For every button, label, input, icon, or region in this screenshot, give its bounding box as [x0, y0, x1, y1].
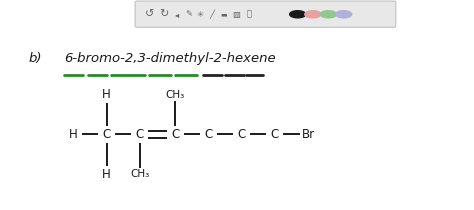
Text: ⬛: ⬛ — [246, 10, 251, 19]
Text: C: C — [136, 128, 144, 141]
Text: ▨: ▨ — [232, 10, 240, 19]
Text: ✎: ✎ — [185, 10, 192, 19]
Text: C: C — [171, 128, 180, 141]
Text: 6-bromo-2,3-dimethyl-2-hexene: 6-bromo-2,3-dimethyl-2-hexene — [64, 52, 275, 65]
Text: CH₃: CH₃ — [130, 169, 149, 179]
Text: ↻: ↻ — [159, 9, 168, 19]
Text: ╱: ╱ — [210, 10, 214, 19]
Text: CH₃: CH₃ — [166, 89, 185, 100]
Text: C: C — [271, 128, 279, 141]
Circle shape — [290, 11, 306, 18]
Text: ▬: ▬ — [220, 11, 227, 17]
Circle shape — [320, 11, 337, 18]
Text: C: C — [237, 128, 246, 141]
Text: H: H — [102, 168, 111, 181]
Circle shape — [305, 11, 321, 18]
Text: ↺: ↺ — [145, 9, 154, 19]
Text: C: C — [204, 128, 213, 141]
Text: ✳: ✳ — [197, 10, 203, 19]
FancyBboxPatch shape — [135, 1, 396, 27]
Circle shape — [336, 11, 352, 18]
Text: ◂: ◂ — [175, 10, 179, 19]
Text: b): b) — [28, 52, 42, 65]
Text: C: C — [102, 128, 111, 141]
Text: H: H — [102, 88, 111, 101]
Text: H: H — [69, 128, 78, 141]
Text: Br: Br — [301, 128, 315, 141]
